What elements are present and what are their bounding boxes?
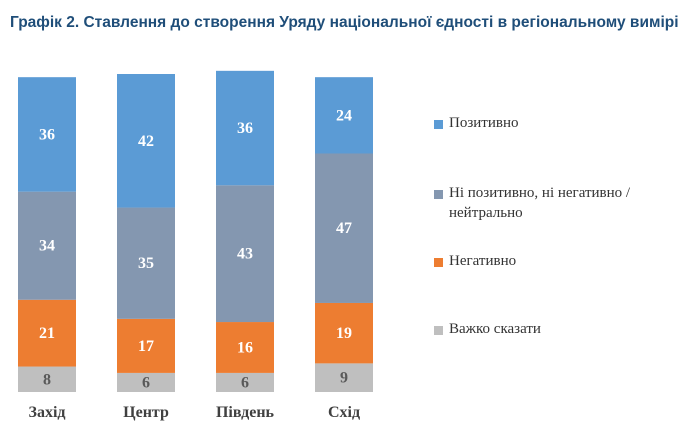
bar-segment-hard-to-say [18, 366, 76, 392]
legend-item-negative: Негативно [434, 253, 517, 271]
data-label-positive: 42 [138, 133, 154, 150]
bar-segment-negative [18, 299, 76, 367]
bar-segment-positive [117, 74, 175, 208]
data-label-neutral: 47 [336, 220, 352, 237]
data-label-negative: 17 [138, 338, 154, 355]
bar-segment-neutral [117, 207, 175, 319]
bar-segment-positive [216, 70, 274, 186]
bar-segment-positive [315, 77, 373, 154]
bar-segment-negative [216, 322, 274, 373]
chart-legend: Позитивно Ні позитивно, ні негативно / н… [434, 0, 684, 427]
bar-segment-neutral [18, 191, 76, 300]
category-label: Південь [216, 404, 275, 421]
legend-item-hard-to-say: Важко сказати [434, 321, 541, 339]
chart-title: Графік 2. Ставлення до створення Уряду н… [10, 14, 679, 31]
data-label-hard-to-say: 9 [340, 370, 348, 387]
legend-label-hard-to-say: Важко сказати [449, 321, 541, 337]
bar-segment-negative [315, 302, 373, 364]
data-label-negative: 19 [336, 325, 352, 342]
data-label-positive: 36 [39, 126, 55, 143]
legend-item-positive: Позитивно [434, 115, 519, 133]
data-label-hard-to-say: 6 [241, 374, 249, 391]
category-label: Центр [123, 404, 169, 421]
category-label: Захід [29, 404, 66, 421]
bar-segment-hard-to-say [315, 363, 373, 392]
data-label-negative: 16 [237, 339, 253, 356]
bar-segment-positive [18, 77, 76, 192]
data-label-positive: 24 [336, 107, 352, 124]
data-label-hard-to-say: 8 [43, 371, 51, 388]
bar-segment-hard-to-say [117, 372, 175, 392]
legend-swatch-positive [434, 120, 443, 129]
legend-label-positive: Позитивно [449, 115, 519, 131]
data-label-neutral: 43 [237, 246, 253, 263]
bar-segment-neutral [216, 185, 274, 323]
data-label-negative: 21 [39, 325, 55, 342]
data-label-positive: 36 [237, 120, 253, 137]
data-label-neutral: 34 [39, 238, 55, 255]
bar-segment-negative [117, 318, 175, 373]
legend-swatch-hard-to-say [434, 326, 443, 335]
legend-label-neutral: Ні позитивно, ні негативно / нейтрально [449, 185, 631, 221]
legend-swatch-negative [434, 258, 443, 267]
legend-item-neutral: Ні позитивно, ні негативно / нейтрально [434, 185, 644, 223]
bar-segment-neutral [315, 153, 373, 303]
bar-segment-hard-to-say [216, 372, 274, 392]
data-label-neutral: 35 [138, 255, 154, 272]
legend-label-negative: Негативно [449, 253, 517, 269]
category-label: Схід [328, 404, 360, 421]
data-label-hard-to-say: 6 [142, 374, 150, 391]
legend-swatch-neutral [434, 190, 443, 199]
